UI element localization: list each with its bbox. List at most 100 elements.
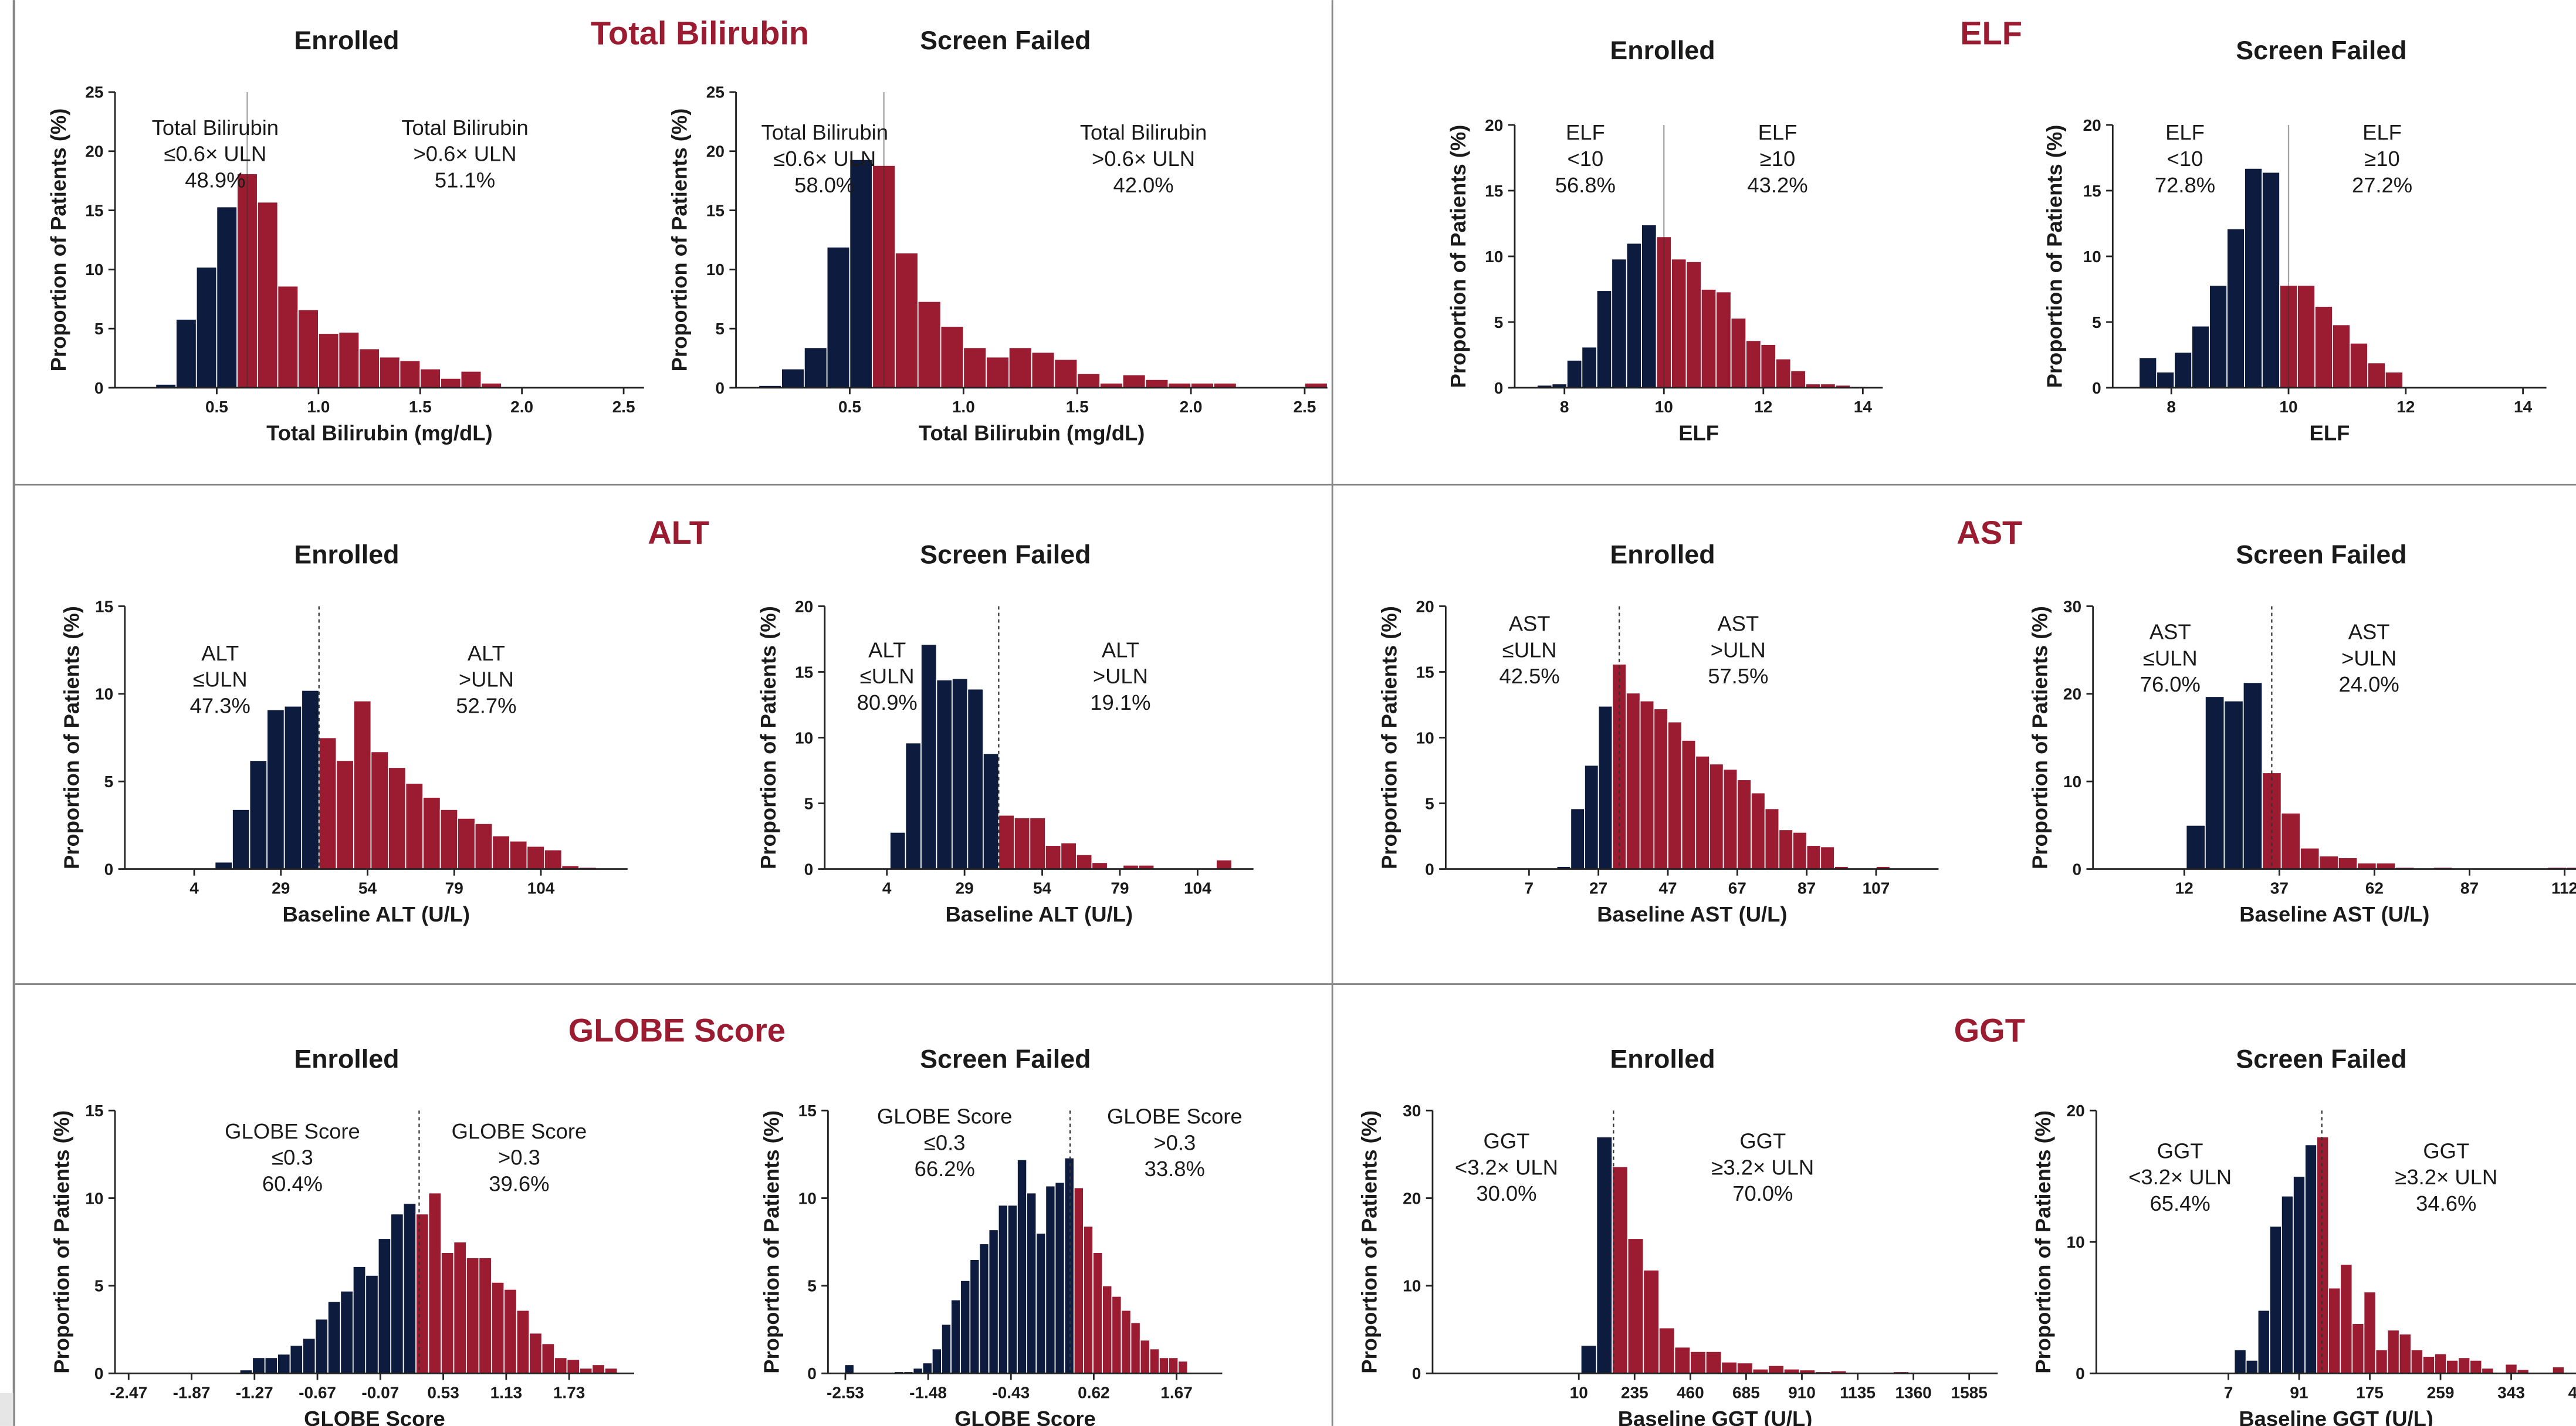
y-tick-label: 15 [706, 201, 725, 219]
histogram-bar [1671, 258, 1687, 388]
histogram-bar [327, 1300, 341, 1374]
subplot-title: Enrolled [1610, 36, 1715, 65]
x-axis-label: Baseline ALT (U/L) [283, 902, 470, 926]
histogram-bar [1029, 817, 1046, 870]
right-annotation: >ULN [459, 668, 514, 692]
right-annotation: 27.2% [2352, 173, 2412, 197]
left-annotation: ≤ULN [860, 664, 915, 688]
histogram-bar [1722, 768, 1738, 870]
histogram-bar [2257, 1309, 2270, 1374]
y-tick-label: 15 [85, 1102, 103, 1120]
left-annotation: 76.0% [2140, 672, 2201, 696]
histogram-bar [1216, 859, 1233, 870]
left-annotation: ≤ULN [1502, 638, 1557, 662]
y-tick-label: 20 [706, 143, 725, 161]
histogram-bar [440, 378, 462, 388]
histogram-bar [849, 159, 874, 388]
x-tick-label: 1.73 [553, 1383, 585, 1401]
histogram-bar [1060, 842, 1077, 870]
right-annotation: 39.6% [489, 1171, 549, 1195]
left-annotation: GGT [2157, 1139, 2203, 1163]
x-tick-label: 1.0 [307, 398, 330, 416]
histogram-bar [2328, 1287, 2341, 1374]
histogram-bar [2314, 306, 2333, 388]
x-tick-label: 0.5 [838, 398, 861, 416]
y-tick-label: 15 [95, 597, 113, 615]
section-title: GLOBE Score [568, 1012, 786, 1049]
y-tick-label: 20 [795, 597, 813, 615]
histogram-bar [950, 1299, 962, 1374]
x-tick-label: 1360 [1895, 1383, 1931, 1401]
x-tick-label: 460 [1677, 1383, 1704, 1401]
right-annotation: AST [1717, 611, 1759, 635]
histogram-bar [377, 1238, 392, 1374]
x-tick-label: 79 [445, 879, 463, 897]
x-tick-label: 10 [1570, 1383, 1588, 1401]
histogram-bar [2262, 772, 2282, 870]
histogram-bar [453, 1241, 467, 1374]
subplot-title: Enrolled [1610, 540, 1715, 570]
x-tick-label: 37 [2270, 879, 2289, 897]
histogram-bar [997, 1204, 1008, 1374]
y-tick-label: 10 [2083, 248, 2101, 266]
histogram-bar [941, 1323, 952, 1374]
y-tick-label: 5 [94, 1277, 104, 1295]
histogram-bar [1612, 1166, 1629, 1374]
histogram-bar [1054, 1181, 1065, 1374]
histogram-bar [336, 760, 354, 870]
y-tick-label: 15 [85, 201, 103, 219]
histogram-bar [2410, 1349, 2423, 1374]
histogram-bar [1130, 1322, 1141, 1374]
histogram-bar [905, 742, 922, 870]
right-annotation: >0.3 [1153, 1130, 1196, 1154]
right-annotation: >0.3 [498, 1146, 540, 1170]
y-tick-label: 5 [104, 773, 114, 791]
histogram-bar [2233, 1349, 2247, 1374]
y-axis-label: Proportion of Patients (%) [50, 1110, 74, 1374]
histogram-bar [1580, 1344, 1597, 1374]
histogram-bar [2174, 351, 2192, 388]
right-annotation: 24.0% [2339, 672, 2399, 696]
x-tick-label: 107 [1863, 879, 1890, 897]
histogram-bar [1778, 829, 1793, 870]
left-annotation: GLOBE Score [225, 1119, 360, 1143]
histogram-bar [1627, 1238, 1644, 1374]
x-tick-label: 54 [1033, 879, 1052, 897]
histogram-bar [1736, 1362, 1754, 1374]
left-annotation: 60.4% [262, 1171, 323, 1195]
histogram-bar [2262, 171, 2280, 388]
histogram-bar [1806, 845, 1822, 870]
histogram-bar [1584, 764, 1599, 870]
histogram-bar [2205, 696, 2225, 870]
y-axis-label: Proportion of Patients (%) [2031, 1110, 2055, 1374]
histogram-bar [1083, 1225, 1094, 1374]
left-annotation: AST [2150, 619, 2191, 643]
left-annotation: 80.9% [857, 690, 918, 714]
x-axis-label: Baseline GGT (U/L) [2239, 1407, 2433, 1426]
x-axis-label: Baseline AST (U/L) [1597, 902, 1787, 926]
y-tick-label: 10 [1416, 729, 1434, 747]
histogram-bar [2185, 825, 2206, 870]
x-tick-label: 685 [1732, 1383, 1760, 1401]
x-tick-label: 2.0 [510, 398, 533, 416]
left-annotation: 66.2% [915, 1157, 975, 1181]
x-axis-label: Total Bilirubin (mg/dL) [919, 421, 1145, 445]
right-annotation: >ULN [1093, 664, 1148, 688]
left-annotation: ELF [2165, 120, 2205, 144]
histogram-bar [1566, 360, 1583, 388]
histogram-bar [1581, 346, 1597, 388]
histogram-bar [988, 1229, 999, 1374]
histogram-bar [256, 201, 279, 388]
histogram-bar [2387, 1329, 2400, 1374]
x-tick-label: 2.5 [612, 398, 635, 416]
y-tick-label: 15 [1485, 182, 1503, 200]
x-tick-label: 1.5 [409, 398, 432, 416]
left-annotation: <3.2× ULN [1455, 1155, 1558, 1179]
left-annotation: 42.5% [1499, 664, 1560, 688]
x-tick-label: 112 [2551, 879, 2576, 897]
histogram-bar [1643, 1269, 1660, 1374]
section-title: AST [1956, 514, 2022, 551]
x-tick-label: 29 [272, 879, 290, 897]
histogram-bar [352, 1266, 367, 1374]
y-tick-label: 25 [85, 83, 103, 101]
